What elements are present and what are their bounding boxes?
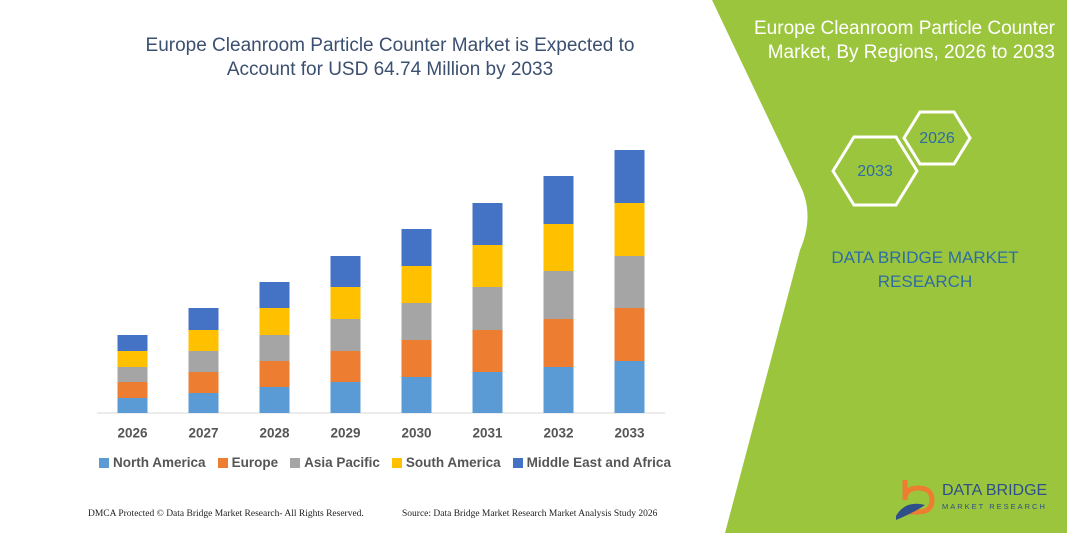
legend-item: North America: [99, 455, 206, 470]
legend: North America Europe Asia Pacific South Ame…: [60, 455, 710, 470]
legend-swatch: [290, 457, 301, 468]
side-panel: [712, 0, 1067, 533]
x-tick-label: 2029: [330, 426, 360, 441]
bar-segment: [401, 303, 432, 340]
x-tick-label: 2026: [117, 426, 148, 441]
x-tick-label: 2030: [401, 426, 431, 441]
legend-item: Europe: [217, 455, 279, 470]
side-title: Europe Cleanroom Particle Counter Market…: [754, 18, 1055, 63]
bar-segment: [472, 245, 503, 287]
bar-segment: [330, 382, 361, 413]
bar-segment: [259, 308, 290, 335]
bar-segment: [472, 203, 503, 245]
plot: 2026 2027 2028 2029 2030 2031 2032 2033: [117, 150, 645, 441]
bar-segment: [614, 203, 645, 256]
legend-label: Asia Pacific: [304, 455, 380, 470]
bar-segment: [259, 282, 290, 308]
bar-segment: [401, 377, 432, 413]
bar-segment: [543, 319, 574, 367]
bar-segment: [117, 367, 148, 382]
bar-segment: [259, 387, 290, 413]
legend-item: South America: [391, 455, 501, 470]
bar-segment: [117, 398, 148, 413]
bar-segment: [472, 330, 503, 372]
bar-segment: [472, 287, 503, 330]
bar-segment: [472, 372, 503, 413]
logo-mark: [896, 503, 925, 520]
bar-segment: [543, 271, 574, 319]
legend-swatch: [391, 457, 402, 468]
bar-segment: [188, 308, 219, 330]
x-tick-label: 2031: [472, 426, 503, 441]
bar-segment: [188, 351, 219, 372]
legend-swatch: [512, 457, 523, 468]
bar-segment: [543, 367, 574, 413]
footer-left: DMCA Protected © Data Bridge Market Rese…: [88, 509, 364, 519]
bar-segment: [543, 176, 574, 224]
bar-segment: [117, 335, 148, 351]
legend-item: Asia Pacific: [290, 455, 380, 470]
bar-segment: [614, 361, 645, 413]
bar-segment: [401, 340, 432, 377]
legend-swatch: [217, 457, 228, 468]
bar-segment: [117, 382, 148, 398]
x-tick-label: 2027: [188, 426, 218, 441]
legend-label: South America: [405, 455, 501, 470]
bar-segment: [188, 393, 219, 413]
x-tick-label: 2033: [614, 426, 645, 441]
bar-segment: [330, 319, 361, 351]
bar-segment: [188, 372, 219, 393]
bar-segment: [330, 287, 361, 319]
x-tick-label: 2028: [259, 426, 290, 441]
bar-segment: [614, 150, 645, 203]
logo-name: DATA BRIDGE: [942, 482, 1047, 499]
x-tick-label: 2032: [543, 426, 573, 441]
bar-segment: [330, 351, 361, 382]
bar-segment: [401, 229, 432, 266]
legend-label: North America: [113, 455, 206, 470]
legend-label: Middle East and Africa: [526, 455, 671, 470]
brand: DATA BRIDGE MARKET RESEARCH: [831, 248, 1019, 291]
logo-tagline: MARKET RESEARCH: [942, 502, 1047, 511]
legend-label: Europe: [231, 455, 279, 470]
legend-swatch: [99, 457, 110, 468]
bar-segment: [614, 256, 645, 308]
bar-segment: [117, 351, 148, 367]
bar-segment: [188, 330, 219, 351]
chart-title: Europe Cleanroom Particle Counter Market…: [145, 35, 635, 80]
bar-segment: [259, 335, 290, 361]
bar-segment: [330, 256, 361, 287]
hexagon: [831, 135, 919, 207]
hexagon-label: 2033: [857, 163, 893, 180]
bar-segment: [543, 224, 574, 271]
logo-mark: [902, 480, 935, 515]
hexagon-label: 2026: [919, 130, 955, 147]
bar-segment: [614, 308, 645, 361]
footer-right: Source: Data Bridge Market Research Mark…: [402, 509, 658, 519]
bar-segment: [401, 266, 432, 303]
legend-item: Middle East and Africa: [512, 455, 671, 470]
hexagon: [902, 110, 972, 166]
bar-segment: [259, 361, 290, 387]
